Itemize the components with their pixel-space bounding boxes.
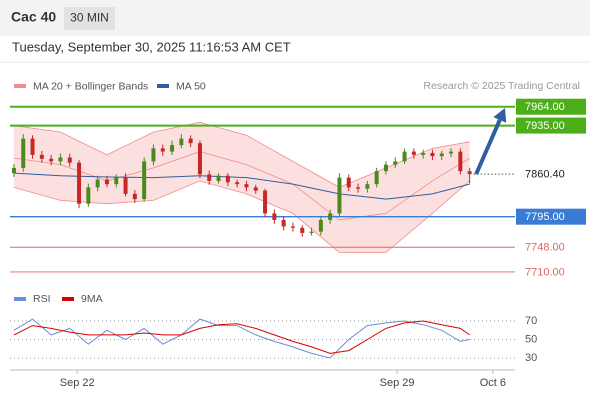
candle-body [67,157,72,163]
level-label-box [516,117,586,134]
candle-body [356,187,361,189]
candle-body [244,184,249,188]
candle-body [95,179,100,188]
candle-body [123,177,128,194]
candle-body [142,161,147,200]
candle-body [86,187,91,204]
candle-body [188,138,193,144]
x-tick-label: Sep 29 [380,377,415,389]
candle-body [439,153,444,157]
candle-body [467,171,472,175]
ma50 [13,172,470,200]
legend-label: MA 50 [176,80,206,92]
rsi-legend-label: RSI [33,293,51,305]
arrow-head [493,108,507,123]
candle-body [263,190,268,214]
candle-body [216,175,221,181]
candle-body [346,177,351,188]
level-label: 7935.00 [525,120,565,132]
candle-body [225,175,230,183]
level-label-box [516,98,586,115]
bollinger-upper [13,121,470,188]
price-label-box [517,166,587,183]
candle-body [207,174,212,181]
level-label: 7748.00 [525,242,565,254]
legend-swatch [14,84,26,88]
candle-body [197,143,202,175]
candle-body [170,145,175,152]
bollinger-fill [13,122,470,253]
candle-body [11,167,16,174]
candle-body [132,193,137,200]
candle-body [160,148,165,152]
candle-body [374,171,379,185]
credit: Research © 2025 Trading Central [423,80,580,92]
bollinger-lower [13,180,470,253]
interval-badge [64,7,115,30]
candle-body [272,213,277,220]
candle-body [402,151,407,162]
candle-body [421,152,426,155]
candle-body [30,138,35,155]
candle-body [383,164,388,172]
candle-body [411,151,416,155]
candle-body [253,187,258,191]
candle-body [114,177,119,185]
candle-body [58,157,63,162]
rsi-line [13,318,470,359]
candle-body [39,154,44,159]
ma20 [13,151,470,221]
candle-body [318,219,323,232]
rsi-ma-line [13,320,470,354]
rsi-legend-label: 9MA [81,293,103,305]
level-label: 7710.00 [525,266,565,278]
level-label: 7964.00 [525,101,565,113]
candle-body [21,138,26,168]
candle-body [49,158,54,162]
legend-label: MA 20 + Bollinger Bands [33,80,148,92]
candle-body [393,161,398,165]
candle-body [151,148,156,162]
x-tick-label: Oct 6 [480,377,506,389]
rsi-legend-swatch [62,297,74,301]
candle-body [300,227,305,233]
interval: 30 MIN [70,11,109,25]
candle-body [328,213,333,220]
x-tick-label: Sep 22 [60,377,95,389]
level-label: 7860.40 [525,169,565,181]
candle-body [337,177,342,214]
datetime: Tuesday, September 30, 2025 11:16:53 AM … [12,39,291,54]
candle-body [365,184,370,189]
rsi-tick-label: 50 [525,333,537,345]
level-label-box [516,208,586,225]
candle-body [77,162,82,204]
title: Cac 40 [11,9,56,25]
candle-body [281,219,286,227]
level-label: 7795.00 [525,211,565,223]
candle-body [309,231,314,233]
legend-swatch [157,84,169,88]
candle-body [449,151,454,154]
candle-body [235,182,240,185]
forecast-arrow [474,119,502,175]
rsi-tick-label: 30 [525,352,537,364]
candle-body [430,152,435,157]
candle-body [104,179,109,185]
candle-body [179,138,184,146]
rsi-legend-swatch [14,297,26,301]
candle-body [458,151,463,172]
candle-body [290,226,295,228]
rsi-tick-label: 70 [525,315,537,327]
